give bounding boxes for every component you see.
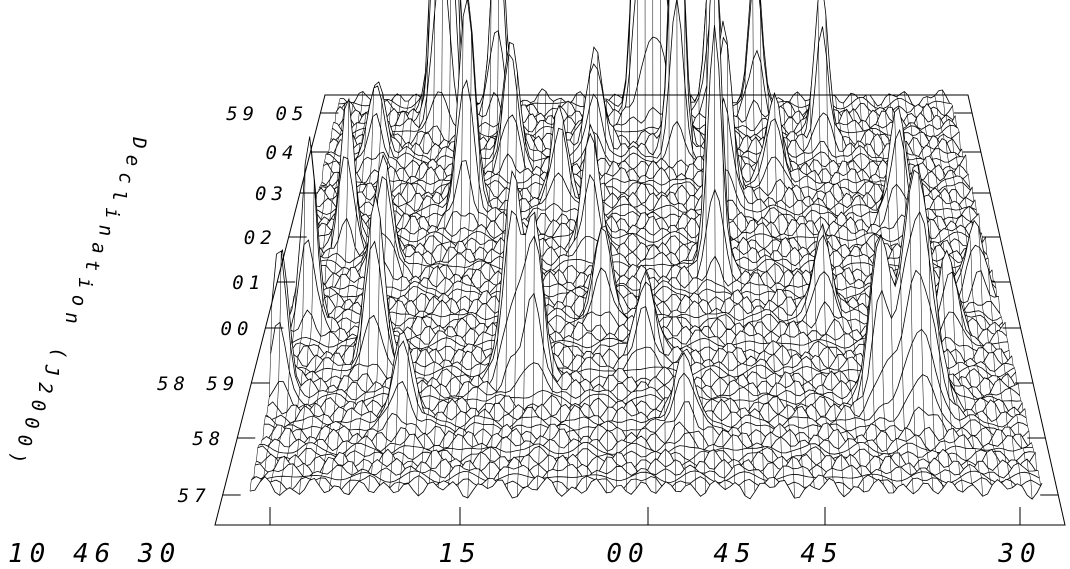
- y-axis-label-char: 0: [14, 435, 36, 446]
- y-axis-label-char: i: [101, 207, 123, 218]
- x-tick-label: 45: [713, 539, 756, 569]
- x-tick-label: 15: [438, 539, 481, 569]
- x-tick-label: 00: [606, 539, 649, 569]
- y-axis-label-char: J: [41, 364, 63, 376]
- y-tick-label: 58: [192, 428, 225, 450]
- y-tick-label: 01: [232, 272, 265, 294]
- y-tick-label: 00: [221, 318, 254, 340]
- mesh-fill: [288, 144, 1003, 341]
- plot-frame: [214, 94, 1066, 526]
- mesh-row: [338, 0, 952, 110]
- y-tick-label: 57: [178, 485, 211, 507]
- y-tick-label: 02: [244, 227, 277, 249]
- y-axis-ticks: 57 58 58 59 00 01 02 03 04 59 05: [157, 103, 1059, 507]
- y-axis-label-char: c: [115, 172, 137, 183]
- x-tick-label: 30: [997, 539, 1041, 569]
- y-axis-label-char: n: [61, 312, 83, 323]
- mesh-columns: [252, 463, 1040, 483]
- y-axis-label-char: i: [74, 277, 96, 288]
- x-axis-ticks: 10 46 30 15 00 45 45 30: [8, 507, 1041, 569]
- y-axis-label-char: 2: [34, 382, 56, 393]
- x-tick-label: 45: [800, 539, 843, 569]
- y-axis-label-char: 0: [27, 400, 49, 411]
- mesh-fill: [313, 80, 978, 236]
- y-tick-label: 03: [255, 183, 288, 205]
- y-axis-label-char: e: [121, 155, 143, 166]
- surface-mesh: [249, 0, 1043, 508]
- y-tick-label: 58 59: [157, 373, 239, 395]
- mesh-fill: [323, 110, 968, 191]
- mesh-fill: [314, 0, 977, 230]
- y-axis-label-char: o: [68, 295, 90, 306]
- mesh-row: [335, 0, 955, 125]
- y-tick-label: 04: [266, 142, 299, 164]
- y-axis-label-char: l: [108, 190, 130, 201]
- y-axis-label-char: ): [7, 452, 29, 463]
- y-axis-label-char: n: [94, 225, 116, 236]
- mesh-row: [339, 0, 951, 108]
- y-axis-label-char: t: [81, 260, 103, 271]
- mesh-fill: [250, 476, 1042, 508]
- y-axis-label-char: (: [47, 347, 69, 358]
- x-tick-label: 10 46 30: [8, 539, 181, 569]
- mesh-fill: [296, 231, 995, 308]
- mesh-fill: [264, 373, 1028, 447]
- y-axis-label-char: a: [88, 242, 110, 253]
- y-axis-label-char: 0: [20, 417, 42, 428]
- mesh-row: [249, 476, 1043, 500]
- y-tick-label: 59 05: [226, 103, 308, 125]
- y-axis-label-char: D: [128, 136, 150, 148]
